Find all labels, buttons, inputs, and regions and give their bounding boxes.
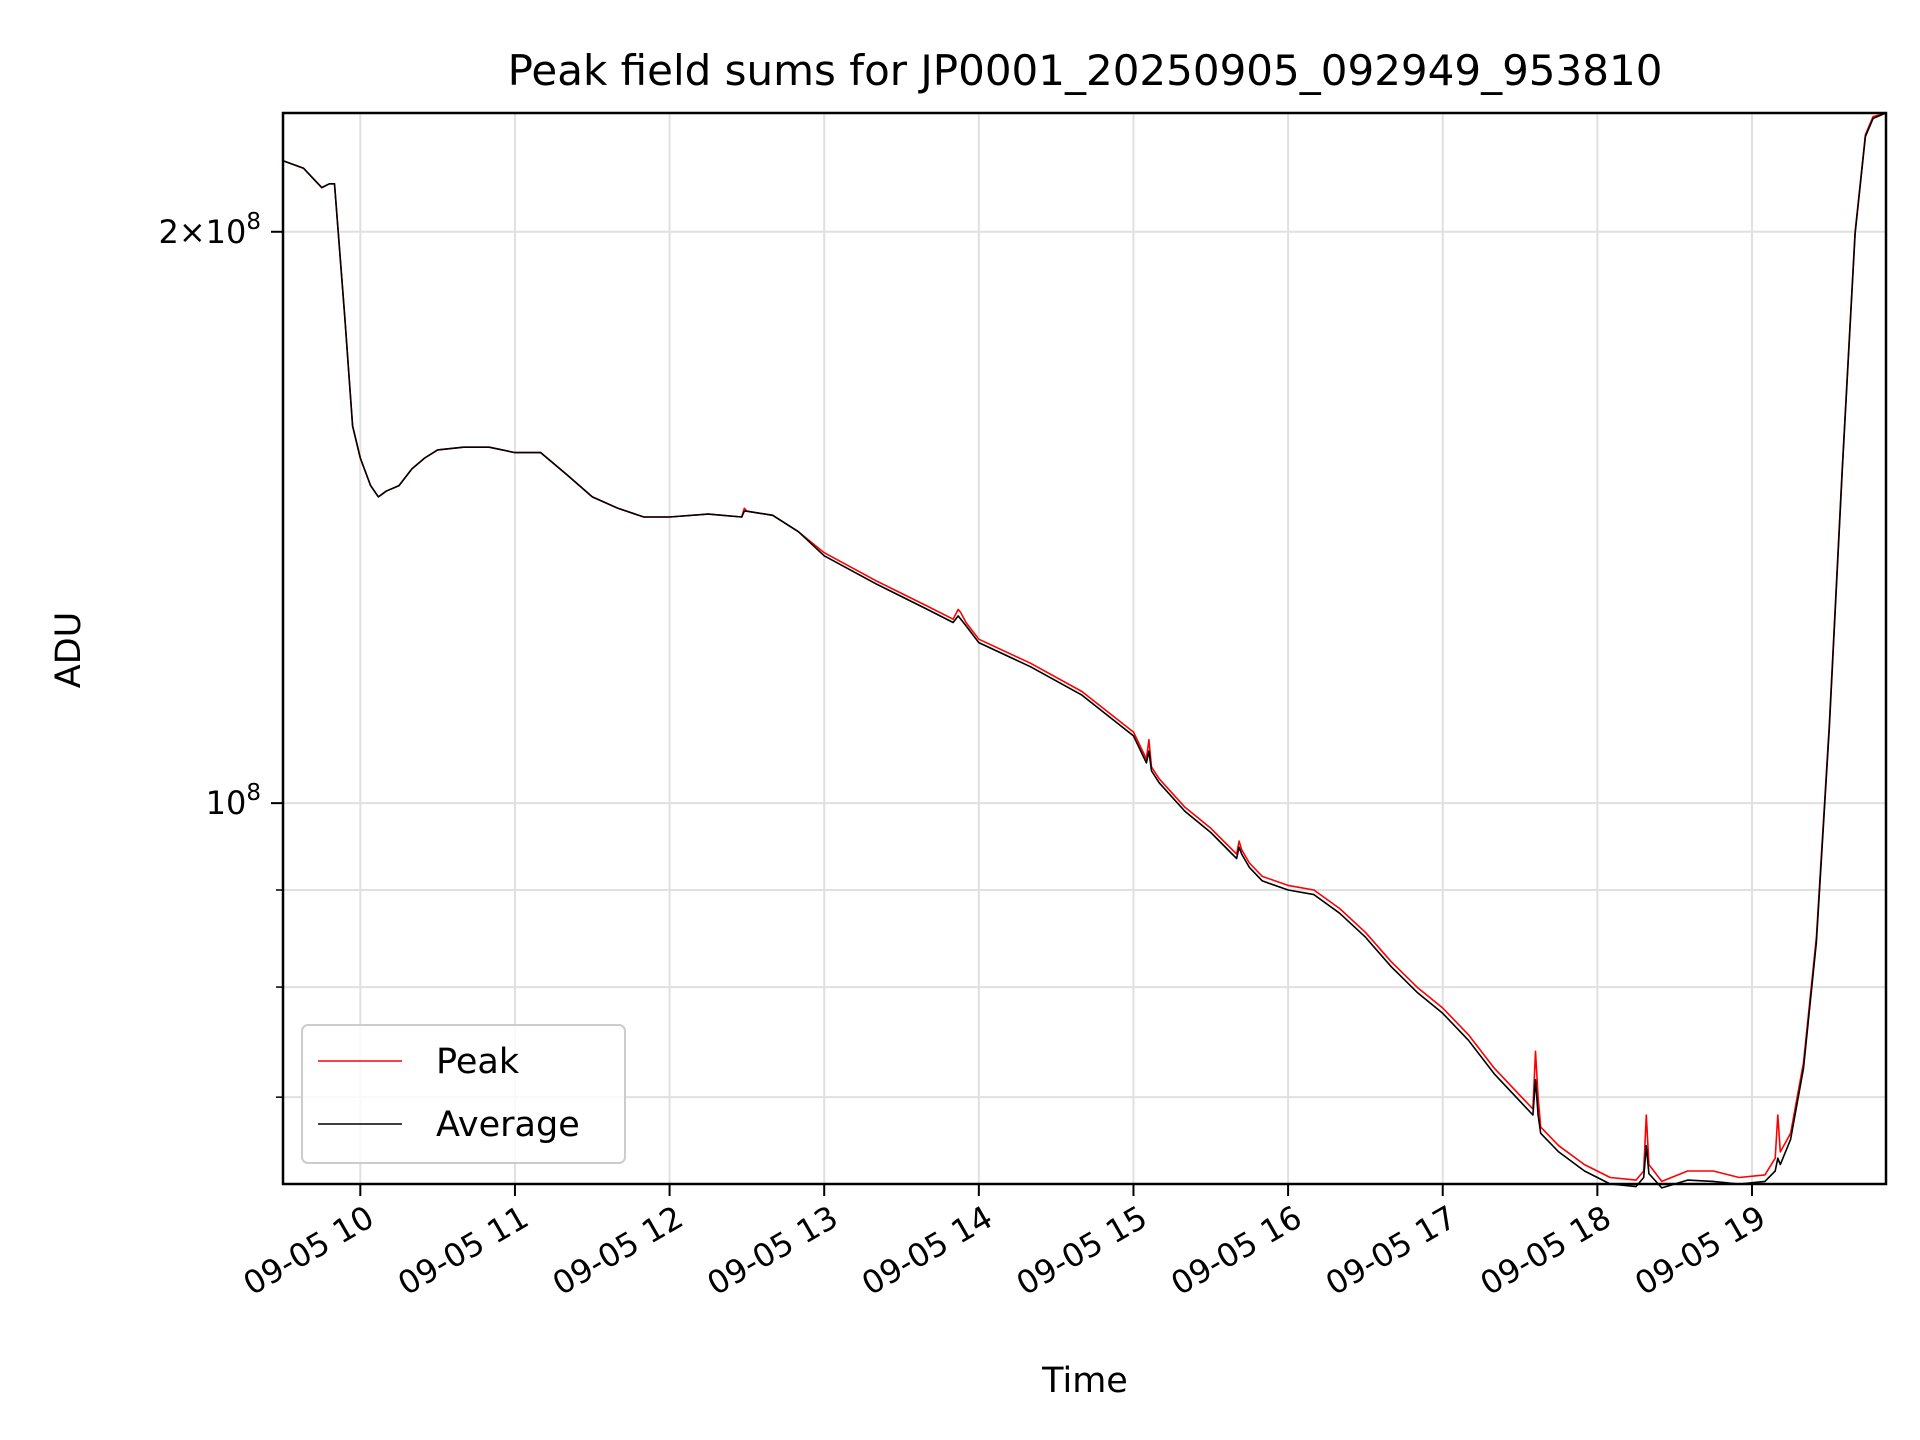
y-axis: 108 2×108 xyxy=(158,209,283,1098)
gridlines xyxy=(283,113,1886,1184)
x-axis-label: Time xyxy=(1041,1361,1128,1401)
y-tick-label: 108 xyxy=(206,780,261,822)
legend-label-peak: Peak xyxy=(436,1042,520,1082)
legend-box xyxy=(301,1024,626,1164)
legend: Peak Average xyxy=(301,1024,626,1164)
legend-label-average: Average xyxy=(436,1105,580,1145)
series-layer xyxy=(282,112,1887,1189)
y-tick-label: 2×108 xyxy=(158,209,261,251)
series-line-average xyxy=(282,112,1887,1189)
chart-title: Peak field sums for JP0001_20250905_0929… xyxy=(508,46,1663,95)
plot-frame xyxy=(281,111,1888,1186)
y-axis-label: ADU xyxy=(49,612,89,689)
